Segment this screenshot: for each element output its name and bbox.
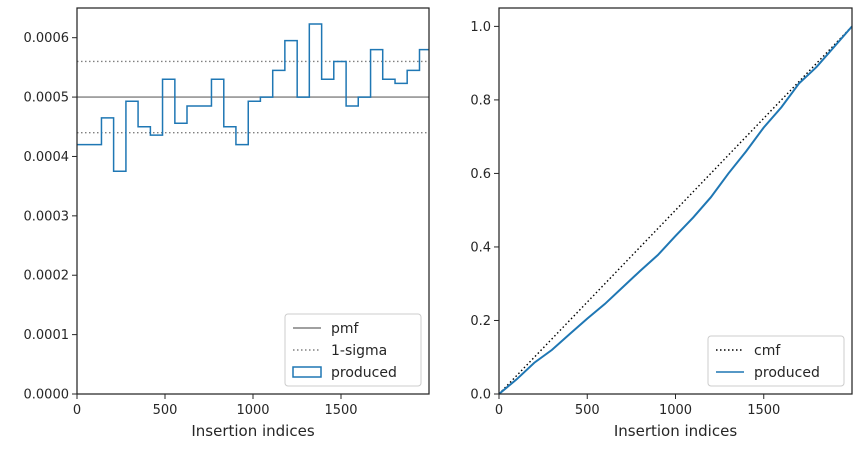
pmf-x-tick-label: 500	[153, 403, 178, 418]
cmf-x-tick-label: 0	[495, 403, 503, 418]
pmf-ticks: 0 500 1000 1500 0.0000 0.0001 0.0002 0.0003 0.00…	[24, 31, 358, 418]
cmf-y-tick-label: 0.2	[470, 314, 491, 329]
pmf-legend-label: 1-sigma	[331, 343, 387, 359]
produced-cumulative-line	[498, 25, 853, 395]
pmf-legend-box	[284, 313, 422, 387]
cmf-y-tick-label: 0.8	[470, 93, 491, 108]
pmf-plot-area	[77, 23, 429, 173]
pmf-y-tick-label: 0.0005	[24, 91, 70, 106]
cmf-legend-box	[707, 335, 845, 387]
cmf-plot-area	[498, 25, 853, 395]
cmf-y-tick-label: 0.0	[470, 388, 491, 403]
pmf-legend-label: pmf	[331, 321, 360, 337]
cmf-x-tick-label: 1500	[747, 403, 780, 418]
pmf-legend-swatch	[292, 366, 322, 378]
pmf-x-tick-label: 1000	[236, 403, 269, 418]
cmf-legend-label: cmf	[754, 343, 781, 359]
cmf-x-tick-label: 1000	[659, 403, 692, 418]
pmf-panel: 0 500 1000 1500 0.0000 0.0001 0.0002 0.0003 0.00…	[24, 7, 430, 440]
pmf-y-tick-label: 0.0006	[24, 31, 70, 46]
pmf-x-axis-label: Insertion indices	[191, 422, 314, 440]
cmf-y-tick-label: 1.0	[470, 20, 491, 35]
cmf-panel: 0 500 1000 1500 0.0 0.2 0.4 0.6 0.8 1.0 Insertion…	[470, 7, 853, 440]
cmf-x-axis-label: Insertion indices	[614, 422, 737, 440]
pmf-x-tick-label: 1500	[324, 403, 357, 418]
pmf-y-tick-label: 0.0000	[24, 388, 70, 403]
cmf-legend: cmf produced	[707, 335, 845, 387]
pmf-x-tick-label: 0	[73, 403, 81, 418]
cmf-ticks: 0 500 1000 1500 0.0 0.2 0.4 0.6 0.8 1.0	[470, 20, 780, 418]
pmf-y-tick-label: 0.0003	[24, 209, 70, 224]
cmf-line	[498, 25, 853, 395]
pmf-y-tick-label: 0.0002	[24, 269, 70, 284]
pmf-y-tick-label: 0.0004	[24, 150, 70, 165]
cmf-y-tick-label: 0.6	[470, 167, 491, 182]
produced-histogram	[77, 23, 429, 173]
pmf-legend-label: produced	[331, 365, 397, 381]
pmf-y-tick-label: 0.0001	[24, 328, 70, 343]
cmf-y-tick-label: 0.4	[470, 240, 491, 255]
cmf-legend-label: produced	[754, 365, 820, 381]
cmf-x-tick-label: 500	[575, 403, 600, 418]
pmf-legend: pmf 1-sigma produced	[284, 313, 422, 387]
